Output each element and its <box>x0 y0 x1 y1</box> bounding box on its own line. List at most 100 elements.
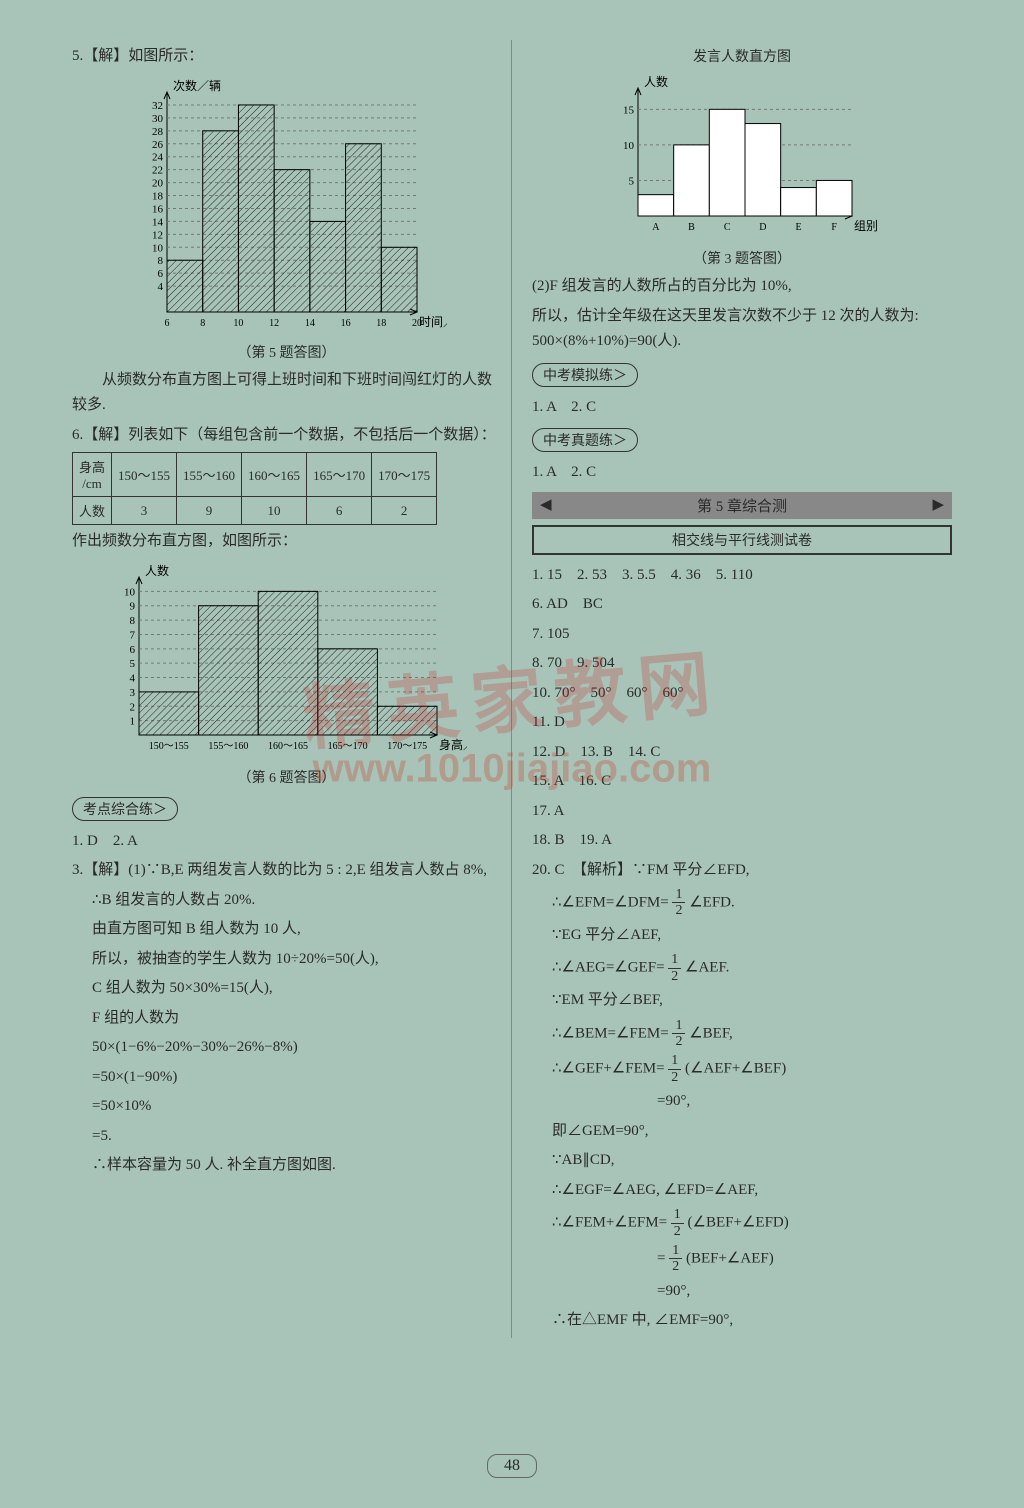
svg-text:10: 10 <box>152 242 164 254</box>
table-cell: 155～160 <box>177 453 242 497</box>
chart-2-svg: 12345678910人数身高／cm150～155155～160160～1651… <box>107 561 467 761</box>
q20-line: ∵AB∥CD, <box>532 1148 952 1174</box>
table-cell: 9 <box>177 497 242 525</box>
table-row: 人数 3 9 10 6 2 <box>73 497 437 525</box>
q20-line: = 12 (BEF+∠AEF) <box>532 1243 952 1275</box>
table-cell: 170～175 <box>372 453 437 497</box>
svg-text:7: 7 <box>129 629 135 641</box>
pill-real-ans: 1. A 2. C <box>532 460 952 486</box>
svg-text:6: 6 <box>157 268 163 280</box>
svg-text:16: 16 <box>340 318 350 329</box>
q3-line: C 组人数为 50×30%=15(人), <box>72 976 501 1002</box>
svg-text:12: 12 <box>152 229 163 241</box>
q20-line: =90°, <box>532 1089 952 1115</box>
answer-line: 10. 70° 50° 60° 60° <box>532 681 952 707</box>
q3-line: 所以，被抽查的学生人数为 10÷20%=50(人), <box>72 947 501 973</box>
svg-text:6: 6 <box>129 643 135 655</box>
answer-line: 15. A 16. C <box>532 769 952 795</box>
chart-1-caption: （第 5 题答图） <box>72 342 501 362</box>
table-cell: 150～155 <box>112 453 177 497</box>
q5-text1: 从频数分布直方图上可得上班时间和下班时间闯红灯的人数较多. <box>72 368 501 419</box>
chart-2-caption: （第 6 题答图） <box>72 767 501 787</box>
svg-text:165～170: 165～170 <box>327 741 367 752</box>
chart-1-svg: 468101214161820222426283032次数／辆时间／时68101… <box>127 76 447 336</box>
svg-text:时间／时: 时间／时 <box>419 315 447 329</box>
q3-line: 50×(1−6%−20%−30%−26%−8%) <box>72 1035 501 1061</box>
svg-text:D: D <box>759 222 766 233</box>
svg-text:14: 14 <box>152 216 164 228</box>
left-column: 5.【解】如图所示： 468101214161820222426283032次数… <box>62 40 512 1338</box>
svg-text:18: 18 <box>152 190 164 202</box>
svg-text:3: 3 <box>129 686 135 698</box>
svg-text:15: 15 <box>623 104 635 116</box>
q20-line: ∴∠AEG=∠GEF= 12 ∠AEF. <box>532 952 952 984</box>
svg-text:24: 24 <box>152 151 164 163</box>
q20-line: ∴∠FEM+∠EFM= 12 (∠BEF+∠EFD) <box>532 1207 952 1239</box>
svg-text:身高／cm: 身高／cm <box>439 737 467 752</box>
svg-text:32: 32 <box>152 99 163 111</box>
q3-line: ∴样本容量为 50 人. 补全直方图如图. <box>72 1153 501 1179</box>
q20-line: ∴∠GEF+∠FEM= 12 (∠AEF+∠BEF) <box>532 1053 952 1085</box>
q20-line: ∴∠EGF=∠AEG, ∠EFD=∠AEF, <box>532 1178 952 1204</box>
answer-line: 6. AD BC <box>532 592 952 618</box>
svg-text:10: 10 <box>124 586 136 598</box>
section-pill: 考点综合练＞ <box>72 797 178 821</box>
answers-block: 1. 15 2. 53 3. 5.5 4. 36 5. 1106. AD BC7… <box>532 563 952 854</box>
table-cell: 3 <box>112 497 177 525</box>
chart-3: 51015人数组别ABCDEF <box>602 72 882 242</box>
q6-header: 6.【解】列表如下（每组包含前一个数据，不包括后一个数据）： <box>72 423 501 449</box>
q20-block: ∴∠EFM=∠DFM= 12 ∠EFD.∵EG 平分∠AEF,∴∠AEG=∠GE… <box>532 887 952 1334</box>
table-cell: 人数 <box>73 497 112 525</box>
table-cell: 160～165 <box>242 453 307 497</box>
r-text1: (2)F 组发言的人数所占的百分比为 10%, <box>532 274 952 300</box>
svg-text:人数: 人数 <box>644 74 668 89</box>
svg-text:1: 1 <box>129 715 135 727</box>
q3-line: =50×(1−90%) <box>72 1065 501 1091</box>
table-cell: 165～170 <box>307 453 372 497</box>
svg-text:8: 8 <box>200 318 205 329</box>
svg-text:5: 5 <box>129 658 135 670</box>
svg-text:12: 12 <box>269 318 279 329</box>
svg-text:10: 10 <box>623 140 635 152</box>
svg-text:E: E <box>795 222 801 233</box>
svg-text:8: 8 <box>129 615 135 627</box>
q20-line: 即∠GEM=90°, <box>532 1119 952 1145</box>
svg-text:组别: 组别 <box>854 219 878 233</box>
q20-line: ∴∠BEM=∠FEM= 12 ∠BEF, <box>532 1018 952 1050</box>
page-container: 5.【解】如图所示： 468101214161820222426283032次数… <box>32 0 992 1378</box>
svg-text:10: 10 <box>233 318 243 329</box>
table-cell: 身高 /cm <box>73 453 112 497</box>
svg-text:8: 8 <box>157 255 163 267</box>
pill-mock-ans: 1. A 2. C <box>532 395 952 421</box>
svg-text:20: 20 <box>152 177 164 189</box>
q3-line: =50×10% <box>72 1094 501 1120</box>
q3-line: F 组的人数为 <box>72 1006 501 1032</box>
svg-text:20: 20 <box>412 318 422 329</box>
svg-text:C: C <box>724 222 731 233</box>
q3-line: =5. <box>72 1124 501 1150</box>
q3-line: 由直方图可知 B 组人数为 10 人, <box>72 917 501 943</box>
svg-text:150～155: 150～155 <box>148 741 188 752</box>
svg-text:155～160: 155～160 <box>208 741 248 752</box>
chart-3-svg: 51015人数组别ABCDEF <box>602 72 882 242</box>
chart-3-caption: （第 3 题答图） <box>532 248 952 268</box>
table-cell: 2 <box>372 497 437 525</box>
q20-line: =90°, <box>532 1279 952 1305</box>
answer-line: 1. 15 2. 53 3. 5.5 4. 36 5. 110 <box>532 563 952 589</box>
table-cell: 10 <box>242 497 307 525</box>
right-column: 发言人数直方图 51015人数组别ABCDEF （第 3 题答图） (2)F 组… <box>512 40 962 1338</box>
pill-real: 中考真题练＞ <box>532 428 638 452</box>
table-row: 身高 /cm 150～155 155～160 160～165 165～170 1… <box>73 453 437 497</box>
svg-text:4: 4 <box>129 672 135 684</box>
answer-line: 8. 70 9. 504 <box>532 651 952 677</box>
svg-text:4: 4 <box>157 281 163 293</box>
svg-text:次数／辆: 次数／辆 <box>173 78 221 93</box>
pill-mock: 中考模拟练＞ <box>532 363 638 387</box>
page-number: 48 <box>487 1454 537 1478</box>
r-text2: 所以，估计全年级在这天里发言次数不少于 12 次的人数为: 500×(8%+10… <box>532 304 952 355</box>
svg-text:26: 26 <box>152 138 164 150</box>
answer-line: 17. A <box>532 799 952 825</box>
q3-block: 3.【解】(1)∵B,E 两组发言人数的比为 5 : 2,E 组发言人数占 8%… <box>72 858 501 1179</box>
chart-3-title: 发言人数直方图 <box>532 46 952 66</box>
svg-text:16: 16 <box>152 203 164 215</box>
